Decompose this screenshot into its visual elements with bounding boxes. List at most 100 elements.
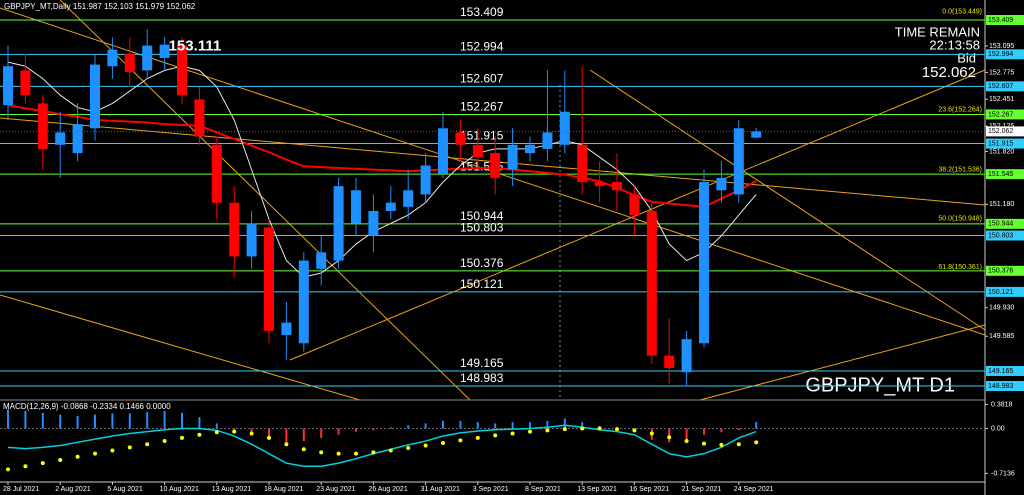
y-tick-label: -0.7136 xyxy=(991,470,1015,477)
macd-bar xyxy=(407,425,410,429)
macd-bar xyxy=(355,428,357,432)
macd-bar xyxy=(424,423,427,429)
y-tick-label: 152.775 xyxy=(989,69,1014,76)
signal-dot xyxy=(423,443,428,448)
level-label: 148.983 xyxy=(460,371,504,385)
x-tick-label: 3 Sep 2021 xyxy=(473,486,509,493)
level-box-label: 150.944 xyxy=(988,221,1013,228)
macd-bar xyxy=(198,417,201,429)
signal-dot xyxy=(127,445,132,450)
candle-body xyxy=(20,70,31,96)
macd-bar xyxy=(7,409,9,429)
candle-body xyxy=(124,53,135,73)
signal-dot xyxy=(528,429,532,434)
macd-bar xyxy=(372,428,375,431)
macd-bar xyxy=(703,428,705,435)
candle-body xyxy=(490,153,501,178)
y-tick-label: 153.095 xyxy=(989,43,1014,50)
y-tick-label: 151.820 xyxy=(989,148,1014,155)
candle-body xyxy=(751,131,762,138)
macd-bar xyxy=(59,414,62,429)
candle-body xyxy=(368,210,379,236)
level-box-label: 150.376 xyxy=(988,268,1013,275)
macd-bar xyxy=(476,422,479,429)
x-tick-label: 2 Aug 2021 xyxy=(55,486,91,493)
x-tick-label: 10 Aug 2021 xyxy=(160,486,199,493)
level-box-label: 151.915 xyxy=(988,140,1013,147)
bid-box-label: 152.062 xyxy=(988,128,1013,135)
signal-dot xyxy=(214,430,219,435)
candle-body xyxy=(72,124,83,154)
macd-title: MACD(12,26,9) -0.0868 -0.2334 0.1466 0.0… xyxy=(3,402,171,411)
candle-body xyxy=(438,128,448,174)
macd-bar xyxy=(128,413,131,429)
candle-body xyxy=(264,227,274,331)
x-tick-label: 28 Jul 2021 xyxy=(3,486,39,493)
x-tick-label: 5 Aug 2021 xyxy=(107,486,143,493)
moving-average xyxy=(7,104,757,208)
y-tick-label: 152.451 xyxy=(989,96,1014,103)
signal-dot xyxy=(110,448,115,453)
y-tick-label: 149.930 xyxy=(989,305,1014,312)
candle-body xyxy=(612,182,622,191)
level-box xyxy=(986,138,1024,149)
signal-dot xyxy=(475,435,480,440)
candle-body xyxy=(716,177,727,191)
candle-body xyxy=(699,182,709,344)
fib-label: 0.0(153.449) xyxy=(942,9,982,16)
level-box xyxy=(986,286,1024,297)
candle-body xyxy=(298,260,309,344)
candle-body xyxy=(385,202,396,211)
time-remain-label: TIME REMAIN xyxy=(895,24,980,39)
bid-value: 152.062 xyxy=(922,64,976,81)
level-box xyxy=(986,381,1024,392)
candle-body xyxy=(142,45,153,71)
macd-bar xyxy=(146,412,149,429)
level-box xyxy=(986,169,1024,180)
macd-bar xyxy=(215,423,218,429)
candle-body xyxy=(229,202,240,257)
x-tick-label: 13 Aug 2021 xyxy=(212,486,251,493)
candle-body xyxy=(681,339,692,373)
level-box-label: 149.165 xyxy=(988,368,1013,375)
candle-body xyxy=(507,144,518,170)
level-box xyxy=(986,109,1024,120)
level-box-label: 152.607 xyxy=(988,83,1013,90)
signal-dot xyxy=(284,442,289,447)
level-box xyxy=(986,15,1024,26)
level-box xyxy=(986,230,1024,241)
signal-dot xyxy=(667,435,672,440)
trendline xyxy=(589,69,986,331)
candle-body xyxy=(316,252,327,269)
candle-body xyxy=(90,64,100,129)
level-box xyxy=(986,365,1024,376)
macd-bar xyxy=(459,420,462,429)
level-label: 152.267 xyxy=(460,100,504,114)
level-box xyxy=(986,49,1024,60)
signal-dot xyxy=(23,464,28,469)
macd-bar xyxy=(320,428,323,438)
candle-body xyxy=(559,111,570,145)
macd-bar xyxy=(389,427,392,429)
signal-dot xyxy=(597,426,602,431)
symbol-label: GBPJPY_MT D1 xyxy=(805,374,955,396)
signal-dot xyxy=(197,432,202,437)
signal-dot xyxy=(336,451,341,456)
candle-body xyxy=(542,132,553,149)
y-tick-label: 0.3818 xyxy=(991,401,1013,408)
fib-label: 38.2(151.536) xyxy=(938,167,982,174)
x-tick-label: 24 Sep 2021 xyxy=(734,486,774,493)
signal-dot xyxy=(615,427,619,432)
level-box-label: 150.121 xyxy=(988,289,1013,296)
candle-body xyxy=(194,99,205,137)
signal-dot xyxy=(319,450,324,455)
candle-body xyxy=(107,49,118,67)
macd-bar xyxy=(94,414,96,429)
level-label: 153.409 xyxy=(460,5,504,19)
level-label: 152.607 xyxy=(460,72,504,86)
candle-body xyxy=(733,128,744,195)
level-box-label: 153.409 xyxy=(988,17,1013,24)
signal-dot xyxy=(545,428,550,433)
